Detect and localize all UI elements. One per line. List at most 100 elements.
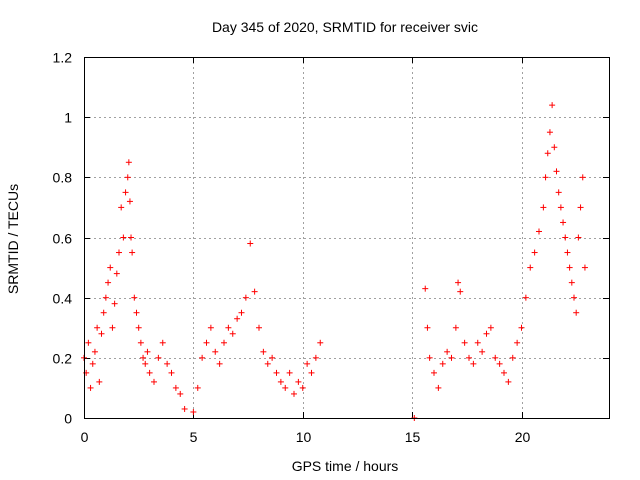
data-point [553,168,560,175]
data-point [216,360,223,367]
data-point [264,360,271,367]
data-point [431,369,437,376]
data-point [568,279,575,286]
data-point [238,309,245,316]
data-point [277,378,284,385]
data-point [89,360,96,367]
data-point [135,324,142,331]
data-point [286,369,293,376]
data-point [129,249,136,256]
data-point [579,174,586,181]
data-point [96,378,103,385]
data-point [144,348,151,355]
data-point [542,174,549,181]
data-point [522,294,529,301]
data-point [242,294,249,301]
data-point [116,249,122,256]
data-point [562,234,569,241]
data-point [221,339,227,346]
data-point [120,234,127,241]
data-point [422,285,429,292]
data-point [109,324,116,331]
data-point [212,348,219,355]
data-point [269,354,276,361]
y-tick-label: 0.8 [53,170,73,186]
data-point [247,240,254,247]
y-tick-label: 0 [64,411,72,427]
data-point [496,360,503,367]
data-point [304,360,311,367]
data-point [151,378,157,385]
data-point [544,150,551,157]
data-point [426,354,433,361]
data-points [81,102,588,421]
data-point [308,369,315,376]
data-point [470,360,477,367]
data-point [273,369,280,376]
data-point [87,384,94,391]
data-point [439,360,446,367]
data-point [181,405,188,412]
data-point [94,324,101,331]
y-tick-label: 0.4 [53,291,73,307]
data-point [282,384,289,391]
data-point [448,354,455,361]
data-point [555,189,562,196]
data-point [229,330,236,337]
data-point [527,264,534,271]
data-point [100,309,107,316]
data-point [142,360,149,367]
data-point [85,339,92,346]
data-point [140,354,147,361]
data-point [118,204,125,211]
data-point [295,378,302,385]
data-point [581,264,588,271]
data-point [573,309,580,316]
data-point [551,144,558,151]
data-point [199,354,206,361]
x-tick-label: 20 [515,429,531,445]
y-tick-labels: 0 0.2 0.4 0.6 0.8 1 1.2 [53,50,73,427]
data-point [177,390,184,397]
data-point [98,330,105,337]
y-tick-label: 1.2 [53,50,73,66]
data-point [536,228,542,235]
x-axis-label: GPS time / hours [292,458,399,474]
data-point [501,369,507,376]
data-point [207,324,214,331]
data-point [194,384,201,391]
data-point [531,249,538,256]
data-point [452,324,459,331]
x-tick-label: 10 [296,429,312,445]
data-point [107,264,114,271]
data-point [505,378,512,385]
data-point [492,354,499,361]
data-point [113,270,120,277]
data-point [172,384,179,391]
data-point [124,174,131,181]
data-point [435,384,442,391]
data-point [203,339,210,346]
data-point [549,102,556,109]
data-point [164,360,171,367]
data-point [571,294,577,301]
y-axis-label: SRMTID / TECUs [5,184,21,294]
data-point [128,234,135,241]
data-point [566,264,573,271]
data-point [483,330,490,337]
data-point [461,339,468,346]
data-point [575,234,582,241]
data-point [540,204,547,211]
data-point [557,204,564,211]
y-tick-label: 0.2 [53,351,73,367]
x-tick-labels: 0 5 10 15 20 [81,429,531,445]
data-point [234,315,241,322]
data-point [125,159,132,166]
y-tick-label: 0.6 [53,231,73,247]
x-tick-label: 5 [190,429,198,445]
data-point [487,324,494,331]
data-point [102,294,109,301]
data-point [133,309,140,316]
data-point [577,204,584,211]
